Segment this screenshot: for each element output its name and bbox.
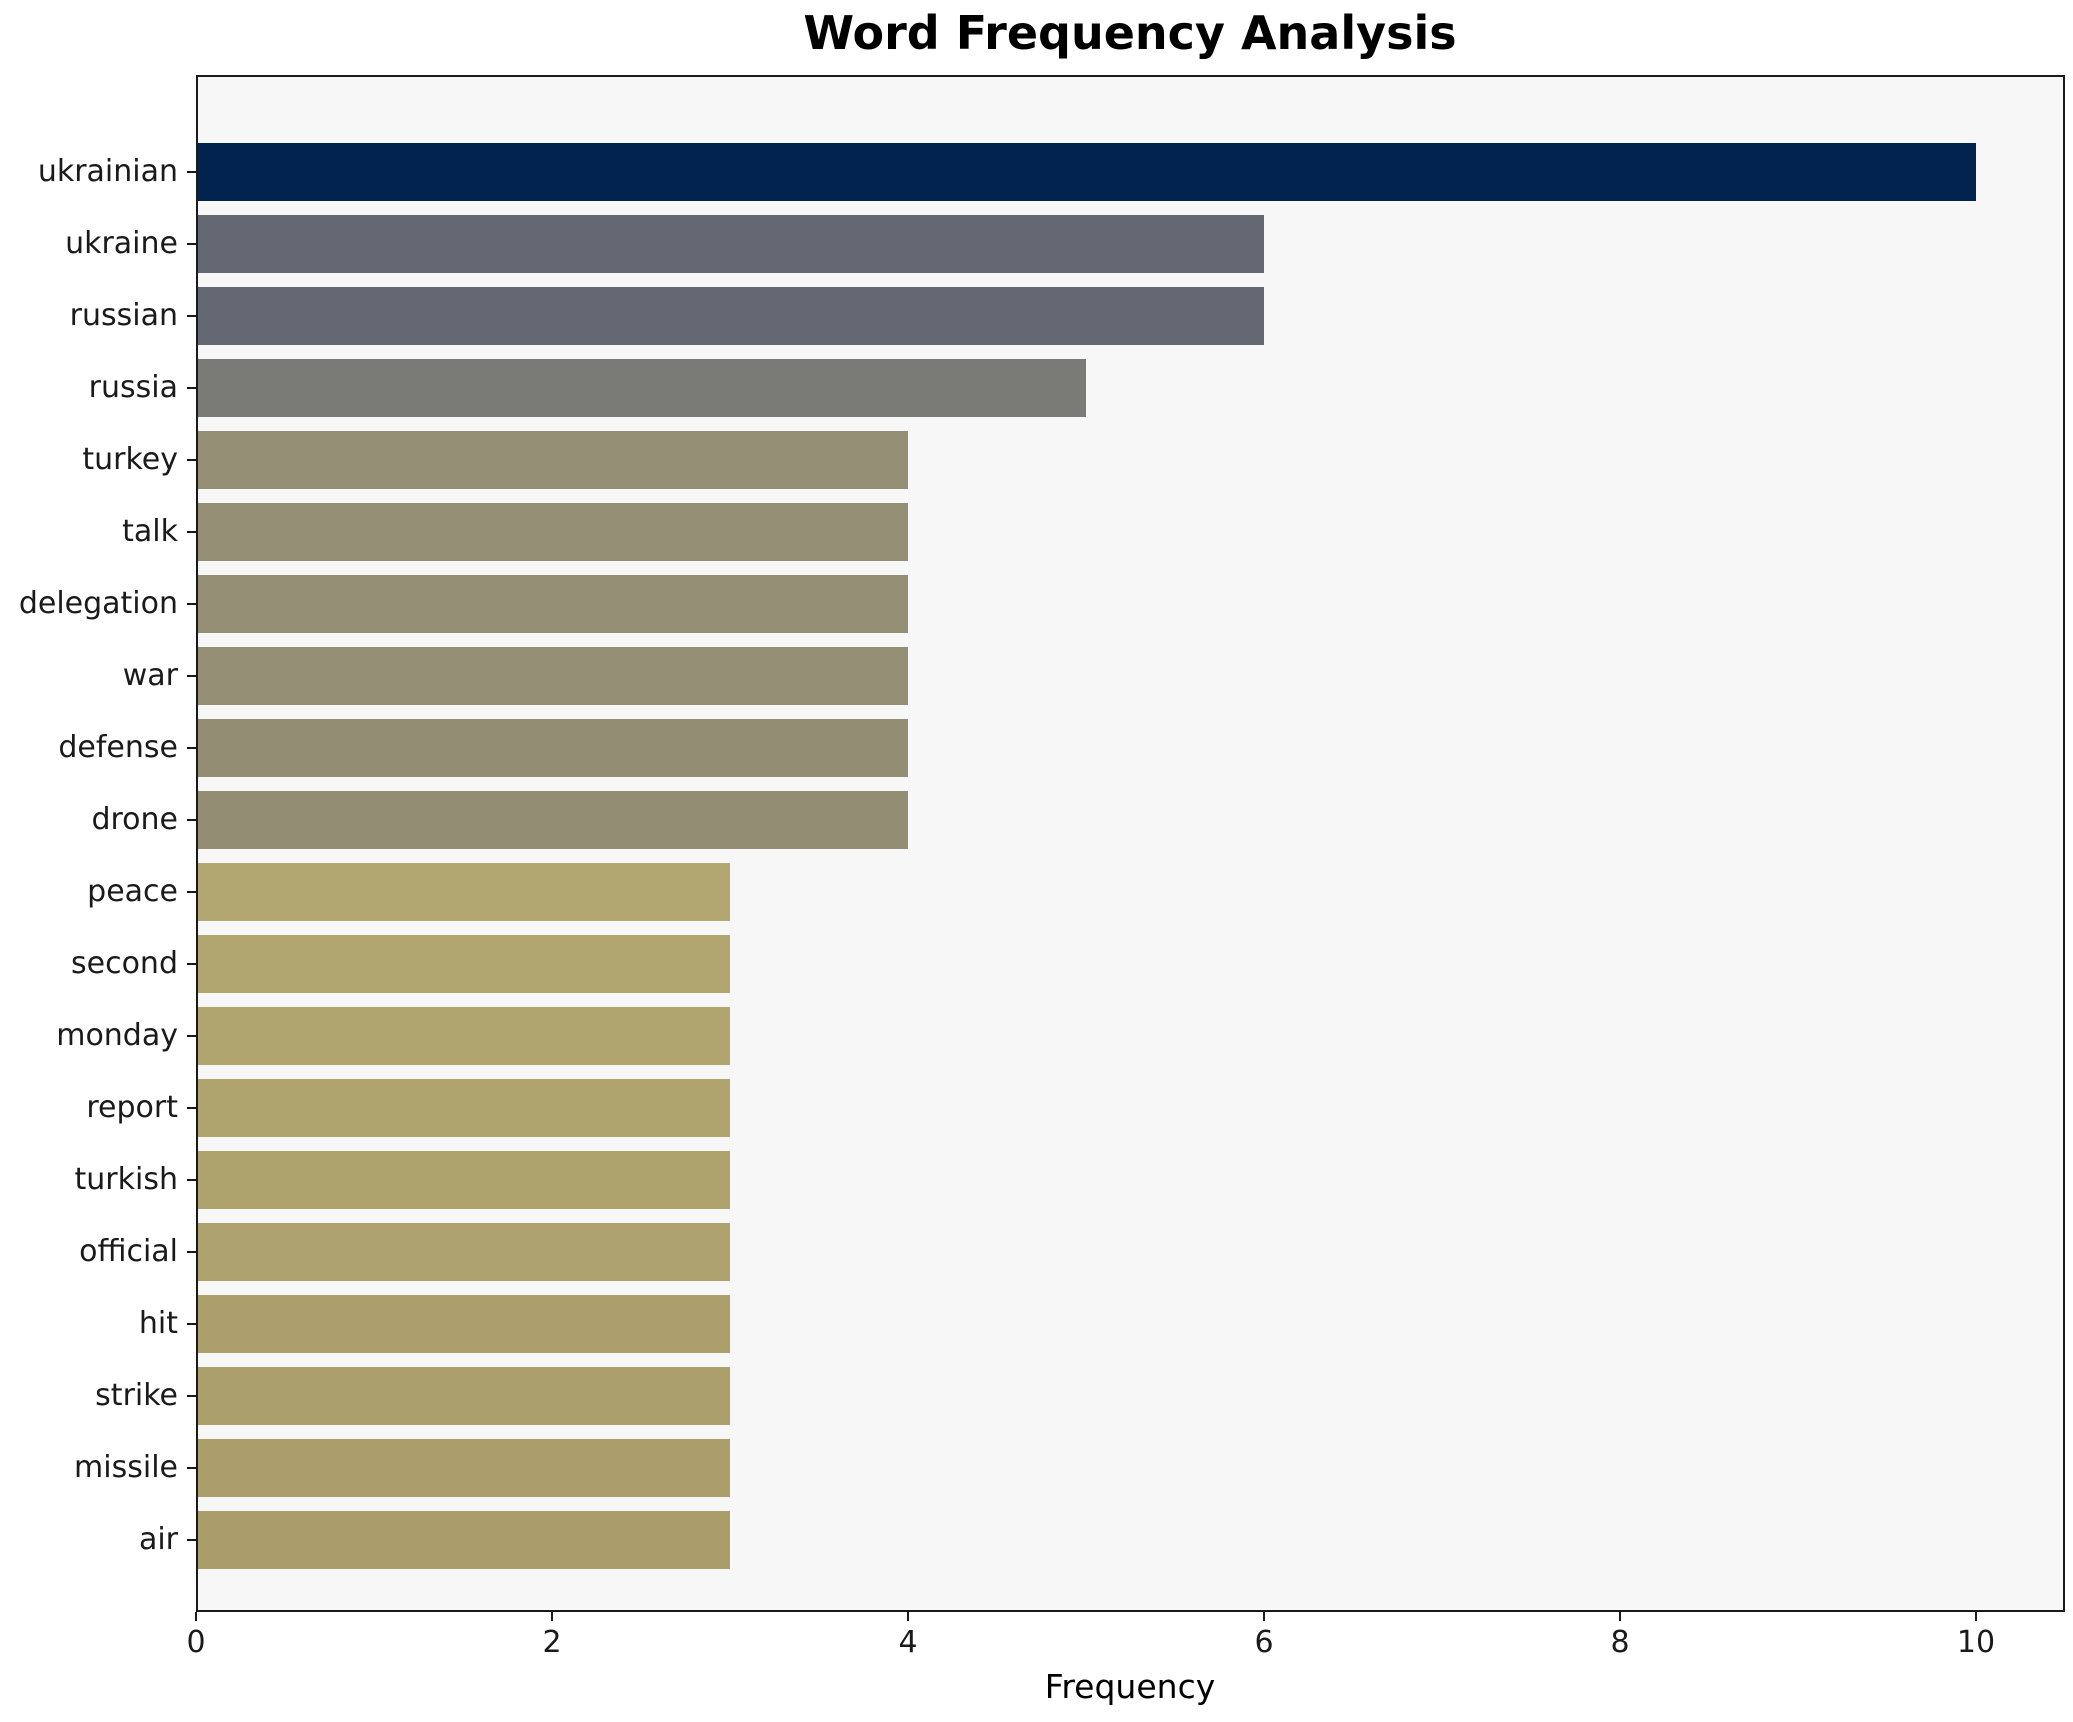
- y-tick-label: hit: [138, 1306, 178, 1341]
- y-tick-label: official: [79, 1234, 178, 1269]
- y-tick-label: delegation: [18, 586, 178, 621]
- y-tick-mark: [187, 1467, 196, 1469]
- x-tick-label: 4: [898, 1625, 918, 1660]
- bar-talk: [196, 503, 908, 561]
- bar-russia: [196, 359, 1086, 417]
- bar-air: [196, 1511, 730, 1569]
- y-tick-mark: [187, 171, 196, 173]
- bar-defense: [196, 719, 908, 777]
- y-tick-label: missile: [74, 1450, 178, 1485]
- bar-russian: [196, 287, 1264, 345]
- y-tick-mark: [187, 243, 196, 245]
- y-tick-label: russia: [88, 370, 178, 405]
- x-tick-label: 6: [1254, 1625, 1274, 1660]
- y-tick-label: monday: [56, 1018, 178, 1053]
- y-tick-mark: [187, 675, 196, 677]
- y-tick-label: talk: [122, 514, 178, 549]
- x-tick-mark: [551, 1612, 553, 1621]
- y-tick-mark: [187, 819, 196, 821]
- y-tick-label: turkish: [74, 1162, 178, 1197]
- y-tick-mark: [187, 1179, 196, 1181]
- y-tick-label: ukrainian: [37, 154, 178, 189]
- plot-area: [196, 75, 2065, 1612]
- x-tick-mark: [195, 1612, 197, 1621]
- chart-title: Word Frequency Analysis: [803, 6, 1457, 60]
- y-tick-label: drone: [91, 802, 178, 837]
- x-tick-label: 8: [1610, 1625, 1630, 1660]
- bar-missile: [196, 1439, 730, 1497]
- y-tick-label: russian: [69, 298, 178, 333]
- x-tick-mark: [1619, 1612, 1621, 1621]
- y-tick-mark: [187, 603, 196, 605]
- y-tick-mark: [187, 459, 196, 461]
- y-tick-label: ukraine: [65, 226, 178, 261]
- bar-delegation: [196, 575, 908, 633]
- y-tick-label: turkey: [82, 442, 178, 477]
- y-tick-label: defense: [58, 730, 178, 765]
- y-tick-mark: [187, 315, 196, 317]
- y-tick-mark: [187, 1539, 196, 1541]
- bar-official: [196, 1223, 730, 1281]
- x-tick-mark: [1263, 1612, 1265, 1621]
- x-tick-mark: [1975, 1612, 1977, 1621]
- bar-hit: [196, 1295, 730, 1353]
- y-tick-mark: [187, 1251, 196, 1253]
- bar-turkey: [196, 431, 908, 489]
- x-tick-label: 0: [186, 1625, 206, 1660]
- y-tick-mark: [187, 747, 196, 749]
- bar-turkish: [196, 1151, 730, 1209]
- y-tick-mark: [187, 963, 196, 965]
- y-tick-label: air: [138, 1522, 178, 1557]
- y-tick-mark: [187, 1395, 196, 1397]
- bar-strike: [196, 1367, 730, 1425]
- y-tick-label: report: [86, 1090, 178, 1125]
- bar-second: [196, 935, 730, 993]
- bar-monday: [196, 1007, 730, 1065]
- y-tick-mark: [187, 387, 196, 389]
- y-tick-label: strike: [95, 1378, 178, 1413]
- y-tick-label: peace: [87, 874, 178, 909]
- x-tick-label: 10: [1956, 1625, 1996, 1660]
- bar-drone: [196, 791, 908, 849]
- x-tick-label: 2: [542, 1625, 562, 1660]
- bar-war: [196, 647, 908, 705]
- y-tick-mark: [187, 531, 196, 533]
- x-tick-mark: [907, 1612, 909, 1621]
- y-tick-label: second: [71, 946, 178, 981]
- y-tick-mark: [187, 891, 196, 893]
- y-tick-mark: [187, 1107, 196, 1109]
- x-axis-label: Frequency: [1044, 1667, 1216, 1706]
- y-tick-label: war: [122, 658, 178, 693]
- bar-peace: [196, 863, 730, 921]
- bar-report: [196, 1079, 730, 1137]
- y-tick-mark: [187, 1323, 196, 1325]
- y-tick-mark: [187, 1035, 196, 1037]
- bar-ukrainian: [196, 143, 1976, 201]
- bar-ukraine: [196, 215, 1264, 273]
